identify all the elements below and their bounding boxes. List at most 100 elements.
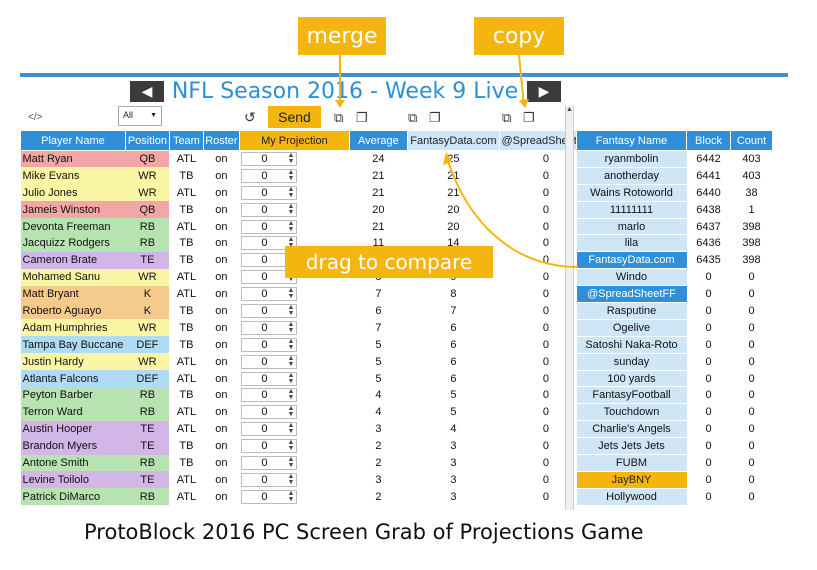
projection-stepper[interactable]: 0 ▲▼: [241, 388, 298, 403]
list-item[interactable]: Ogelive 0 0: [576, 319, 773, 337]
list-item[interactable]: Jets Jets Jets 0 0: [576, 437, 773, 456]
list-item[interactable]: sunday 0 0: [576, 353, 773, 371]
copy-icon[interactable]: ❐: [429, 110, 441, 125]
projection-stepper[interactable]: 0 ▲▼: [241, 168, 298, 183]
next-week-button[interactable]: ▶: [527, 81, 561, 102]
fantasy-name[interactable]: FUBM: [576, 454, 687, 472]
fantasy-name[interactable]: 11111111: [576, 201, 687, 219]
table-row[interactable]: Matt Bryant K ATL on 0 ▲ ▼ 7 8 0: [20, 285, 593, 303]
col-roster[interactable]: Roster: [202, 130, 240, 151]
projection-stepper[interactable]: 0 ▲▼: [241, 219, 298, 234]
table-row[interactable]: Antone Smith RB TB on 0 ▲ ▼ 2 3 0: [20, 454, 593, 472]
spinner-icon[interactable]: ▲▼: [287, 371, 295, 385]
send-button[interactable]: Send: [268, 106, 321, 128]
table-row[interactable]: Roberto Aguayo K TB on 0 ▲ ▼ 6 7 0: [20, 302, 593, 320]
projection-stepper[interactable]: 0 ▲▼: [241, 489, 298, 504]
table-row[interactable]: Tampa Bay Buccane DEF TB on 0 ▲ ▼ 5 6 0: [20, 336, 593, 354]
projection-stepper[interactable]: 0 ▲▼: [241, 337, 298, 352]
spinner-icon[interactable]: ▲▼: [287, 152, 295, 166]
spinner-icon[interactable]: ▲▼: [287, 455, 295, 469]
fantasy-name[interactable]: Ogelive: [576, 319, 687, 337]
fantasy-name[interactable]: Charlie's Angels: [576, 420, 687, 439]
code-icon[interactable]: </>: [28, 112, 43, 123]
fantasy-name[interactable]: ryanmbolin: [576, 150, 687, 168]
projection-stepper[interactable]: 0 ▲▼: [241, 472, 298, 487]
scroll-up-icon[interactable]: ▲: [566, 106, 573, 113]
table-row[interactable]: Mike Evans WR TB on 0 ▲ ▼ 21 21 0: [20, 167, 593, 185]
list-item[interactable]: Charlie's Angels 0 0: [576, 420, 773, 439]
list-item[interactable]: Hollywood 0 0: [576, 488, 773, 506]
spinner-icon[interactable]: ▲▼: [287, 168, 295, 182]
spinner-icon[interactable]: ▲▼: [287, 337, 295, 351]
col-average[interactable]: Average: [348, 130, 408, 151]
table-row[interactable]: Jameis Winston QB TB on 0 ▲ ▼ 20 20 0: [20, 201, 593, 219]
spinner-icon[interactable]: ▲▼: [287, 405, 295, 419]
fantasy-name[interactable]: anotherday: [576, 167, 687, 185]
merge-icon[interactable]: ⧉: [502, 110, 511, 125]
fantasy-name[interactable]: JayBNY: [576, 471, 687, 489]
list-item[interactable]: Windo 0 0: [576, 268, 773, 287]
list-item[interactable]: FantasyFootball 0 0: [576, 386, 773, 405]
spinner-icon[interactable]: ▲▼: [287, 354, 295, 368]
col-position[interactable]: Position: [124, 130, 170, 151]
table-row[interactable]: Justin Hardy WR ATL on 0 ▲ ▼ 5 6 0: [20, 353, 593, 371]
list-item[interactable]: Rasputine 0 0: [576, 302, 773, 320]
projection-stepper[interactable]: 0 ▲▼: [241, 185, 298, 200]
fantasy-name[interactable]: Wains Rotoworld: [576, 184, 687, 202]
spinner-icon[interactable]: ▲▼: [287, 303, 295, 317]
list-item[interactable]: FantasyData.com 6435 398: [576, 251, 773, 270]
prev-week-button[interactable]: ◀: [130, 81, 164, 102]
copy-icon[interactable]: ❐: [356, 110, 368, 125]
projection-stepper[interactable]: 0 ▲▼: [241, 236, 298, 251]
projection-stepper[interactable]: 0 ▲▼: [241, 439, 298, 454]
fantasy-name[interactable]: Windo: [576, 268, 687, 287]
fantasy-name[interactable]: Jets Jets Jets: [576, 437, 687, 456]
list-item[interactable]: Satoshi Naka-Roto 0 0: [576, 336, 773, 354]
scrollbar[interactable]: ▲: [565, 106, 574, 510]
fantasy-name[interactable]: sunday: [576, 353, 687, 371]
table-row[interactable]: Brandon Myers TE TB on 0 ▲ ▼ 2 3 0: [20, 437, 593, 455]
projection-stepper[interactable]: 0 ▲▼: [241, 455, 298, 470]
list-item[interactable]: ryanmbolin 6442 403: [576, 150, 773, 168]
list-item[interactable]: FUBM 0 0: [576, 454, 773, 472]
col-count[interactable]: Count: [730, 130, 773, 151]
list-item[interactable]: 11111111 6438 1: [576, 201, 773, 219]
list-item[interactable]: Touchdown 0 0: [576, 403, 773, 422]
spinner-icon[interactable]: ▲▼: [287, 236, 295, 249]
table-row[interactable]: Peyton Barber RB TB on 0 ▲ ▼ 4 5 0: [20, 386, 593, 404]
fantasy-name[interactable]: @SpreadSheetFF: [576, 285, 687, 304]
col-player-name[interactable]: Player Name: [20, 130, 126, 151]
spinner-icon[interactable]: ▲▼: [287, 219, 295, 233]
fantasy-name[interactable]: Touchdown: [576, 403, 687, 422]
col-team[interactable]: Team: [168, 130, 204, 151]
projection-stepper[interactable]: 0 ▲▼: [241, 202, 298, 217]
list-item[interactable]: JayBNY 0 0: [576, 471, 773, 489]
projection-stepper[interactable]: 0 ▲▼: [241, 303, 298, 318]
table-row[interactable]: Austin Hooper TE ATL on 0 ▲ ▼ 3 4 0: [20, 420, 593, 438]
spinner-icon[interactable]: ▲▼: [287, 472, 295, 486]
col-my-projection[interactable]: My Projection: [238, 130, 350, 151]
projection-stepper[interactable]: 0 ▲▼: [241, 422, 298, 437]
table-row[interactable]: Patrick DiMarco RB ATL on 0 ▲ ▼ 2 3 0: [20, 488, 593, 506]
col-fantasy-name[interactable]: Fantasy Name: [576, 130, 687, 151]
table-row[interactable]: Julio Jones WR ATL on 0 ▲ ▼ 21 21 0: [20, 184, 593, 202]
table-row[interactable]: Devonta Freeman RB ATL on 0 ▲ ▼ 21 20 0: [20, 218, 593, 235]
projection-stepper[interactable]: 0 ▲▼: [241, 354, 298, 369]
list-item[interactable]: @SpreadSheetFF 0 0: [576, 285, 773, 304]
fantasy-name[interactable]: 100 yards: [576, 370, 687, 388]
list-item[interactable]: 100 yards 0 0: [576, 370, 773, 388]
projection-stepper[interactable]: 0 ▲▼: [241, 371, 298, 386]
undo-icon[interactable]: ↺: [244, 109, 256, 125]
fantasy-name[interactable]: FantasyData.com: [576, 251, 687, 270]
list-item[interactable]: lila 6436 398: [576, 234, 773, 253]
col-fantasydata[interactable]: FantasyData.com: [406, 130, 500, 151]
spinner-icon[interactable]: ▲▼: [287, 185, 295, 199]
fantasy-name[interactable]: FantasyFootball: [576, 386, 687, 405]
list-item[interactable]: anotherday 6441 403: [576, 167, 773, 185]
spinner-icon[interactable]: ▲▼: [287, 489, 295, 503]
position-filter-select[interactable]: All ▼: [118, 106, 162, 126]
fantasy-name[interactable]: lila: [576, 234, 687, 253]
spinner-icon[interactable]: ▲▼: [287, 320, 295, 334]
spinner-icon[interactable]: ▲▼: [287, 388, 295, 402]
